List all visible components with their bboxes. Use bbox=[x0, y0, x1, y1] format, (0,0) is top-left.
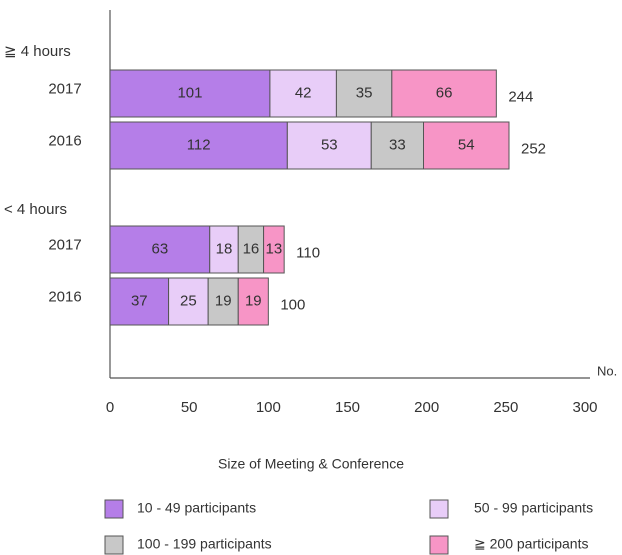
x-tick-label: 100 bbox=[256, 399, 281, 416]
bar-segment bbox=[209, 225, 239, 274]
legend-swatch bbox=[104, 499, 124, 519]
x-tick-label: 150 bbox=[335, 399, 360, 416]
group-label: < 4 hours bbox=[4, 201, 67, 218]
data-label: 25 bbox=[180, 292, 197, 309]
data-label: 63 bbox=[152, 240, 169, 257]
y-tick-label: 2017 bbox=[48, 80, 81, 97]
bar-segment bbox=[109, 225, 211, 274]
data-label: 112 bbox=[187, 136, 211, 153]
bar-segment bbox=[109, 69, 271, 118]
total-label: 110 bbox=[296, 244, 320, 261]
bar-segment bbox=[286, 121, 372, 170]
data-label: 19 bbox=[245, 292, 262, 309]
data-label: 42 bbox=[295, 84, 312, 101]
x-tick-label: 250 bbox=[493, 399, 518, 416]
x-unit: No. bbox=[597, 363, 617, 378]
bar-segment bbox=[269, 69, 337, 118]
legend-label: 50 - 99 participants bbox=[474, 500, 593, 516]
legend-label: ≧ 200 participants bbox=[474, 536, 588, 552]
y-tick-label: 2017 bbox=[48, 236, 81, 253]
total-label: 244 bbox=[508, 88, 533, 105]
x-tick-label: 0 bbox=[106, 399, 114, 416]
data-label: 101 bbox=[177, 84, 202, 101]
x-tick-label: 50 bbox=[181, 399, 198, 416]
x-tick-label: 300 bbox=[572, 399, 597, 416]
bar-segment bbox=[263, 225, 285, 274]
legend-label: 10 - 49 participants bbox=[137, 500, 256, 516]
data-label: 13 bbox=[266, 240, 283, 257]
y-tick-label: 2016 bbox=[48, 288, 81, 305]
bar-segment bbox=[391, 69, 497, 118]
bar-segment bbox=[237, 225, 265, 274]
data-label: 19 bbox=[215, 292, 232, 309]
legend-swatch bbox=[429, 535, 449, 555]
data-label: 33 bbox=[389, 136, 406, 153]
legend-swatch bbox=[104, 535, 124, 555]
data-label: 16 bbox=[243, 240, 260, 257]
bar-segment bbox=[335, 69, 393, 118]
data-label: 54 bbox=[458, 136, 475, 153]
data-label: 66 bbox=[436, 84, 453, 101]
bar-segment bbox=[370, 121, 424, 170]
data-label: 53 bbox=[321, 136, 338, 153]
bar-segment bbox=[168, 277, 209, 326]
bar-segment bbox=[423, 121, 510, 170]
total-label: 252 bbox=[521, 140, 546, 157]
data-label: 18 bbox=[216, 240, 233, 257]
data-label: 37 bbox=[131, 292, 148, 309]
total-label: 100 bbox=[280, 296, 305, 313]
bar-segment bbox=[237, 277, 269, 326]
group-label: ≧ 4 hours bbox=[4, 43, 71, 60]
legend-swatch bbox=[429, 499, 449, 519]
data-label: 35 bbox=[356, 84, 373, 101]
x-tick-label: 200 bbox=[414, 399, 439, 416]
legend-label: 100 - 199 participants bbox=[137, 536, 272, 552]
y-tick-label: 2016 bbox=[48, 132, 81, 149]
legend-title: Size of Meeting & Conference bbox=[218, 456, 404, 472]
